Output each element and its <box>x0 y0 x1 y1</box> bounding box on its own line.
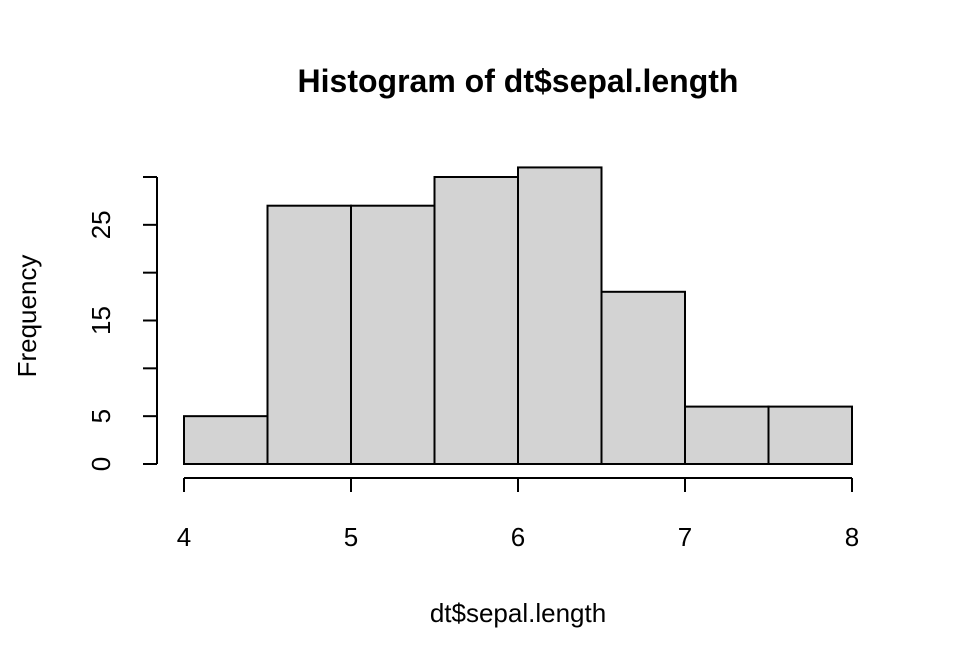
histogram-bar-3 <box>433 176 519 465</box>
chart-title: Histogram of dt$sepal.length <box>298 63 739 99</box>
x-tick-label-1: 5 <box>344 522 358 552</box>
x-tick-label-4: 8 <box>845 522 859 552</box>
y-axis-label: Frequency <box>12 255 42 378</box>
histogram-bar-6 <box>684 405 770 466</box>
bars-group <box>183 166 853 466</box>
x-axis-label: dt$sepal.length <box>430 598 606 628</box>
y-tick-label-2: 15 <box>86 306 116 335</box>
y-tick-label-3: 25 <box>86 210 116 239</box>
histogram-bar-4 <box>517 166 603 466</box>
histogram-bar-0 <box>183 415 269 465</box>
histogram-bar-2 <box>350 204 436 465</box>
x-tick-label-0: 4 <box>177 522 191 552</box>
histogram-bar-7 <box>767 405 853 466</box>
y-tick-label-1: 5 <box>86 409 116 423</box>
histogram-bar-5 <box>600 290 686 465</box>
y-tick-label-0: 0 <box>86 457 116 471</box>
histogram-bar-1 <box>266 204 352 465</box>
x-tick-label-2: 6 <box>511 522 525 552</box>
x-tick-label-3: 7 <box>678 522 692 552</box>
x-axis: 4 5 6 7 8 <box>177 477 859 552</box>
y-axis: 0 5 15 25 <box>86 176 158 471</box>
